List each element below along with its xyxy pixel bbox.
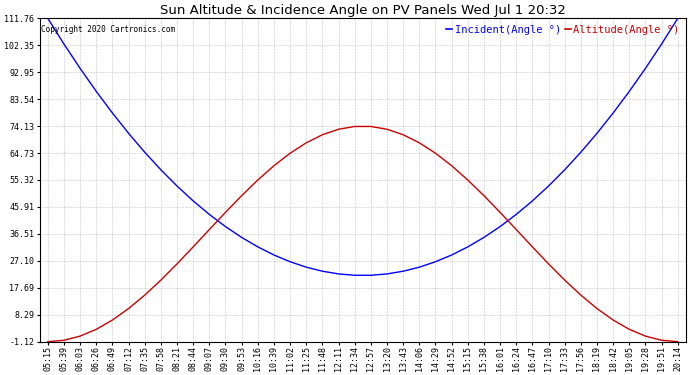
Title: Sun Altitude & Incidence Angle on PV Panels Wed Jul 1 20:32: Sun Altitude & Incidence Angle on PV Pan… <box>160 4 566 17</box>
Legend: Incident(Angle °), Altitude(Angle °): Incident(Angle °), Altitude(Angle °) <box>445 24 680 36</box>
Text: Copyright 2020 Cartronics.com: Copyright 2020 Cartronics.com <box>41 25 175 34</box>
